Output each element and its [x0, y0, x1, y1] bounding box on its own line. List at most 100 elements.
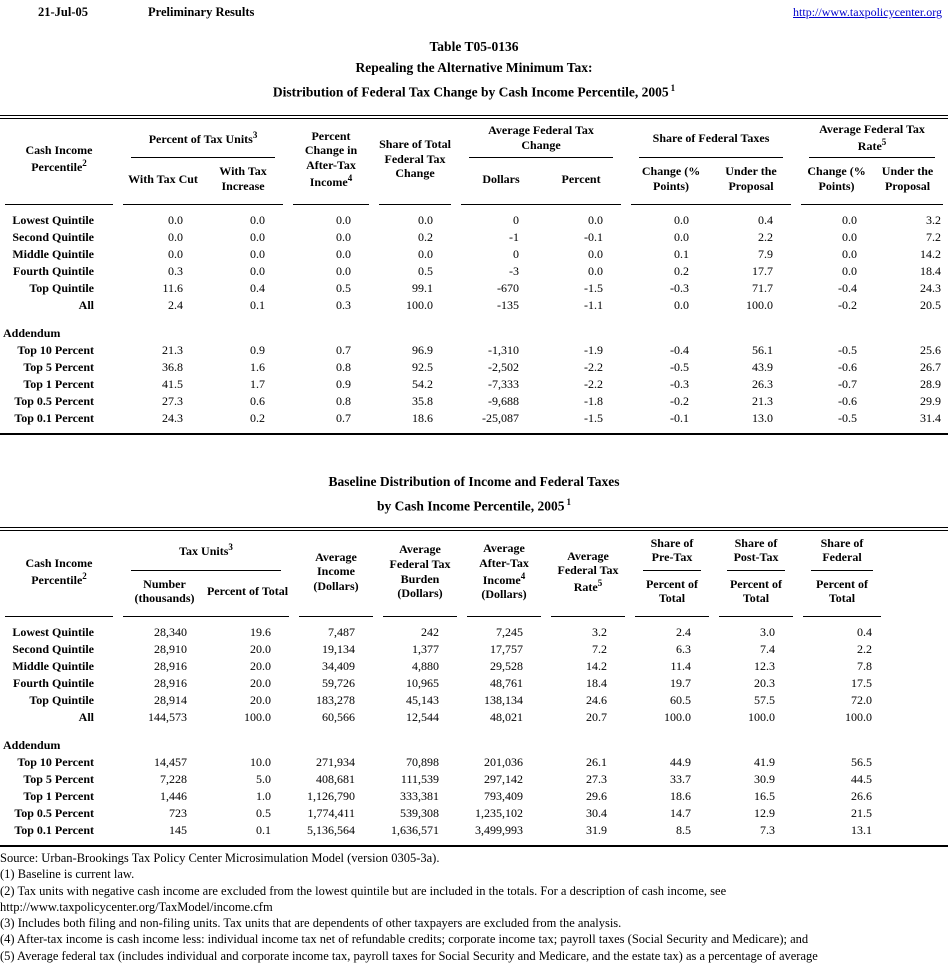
value-cell: 14.2 — [586, 659, 608, 673]
value-cell: 0.8 — [336, 359, 352, 374]
value-cell: 0.5 — [336, 280, 352, 295]
value-cell: 1.7 — [250, 376, 266, 391]
table-row: Middle Quintile 28,916 20.0 34,409 4,880 29,5… — [0, 658, 948, 675]
value-cell: 0.7 — [336, 342, 352, 357]
table1-title-block: Table T05-0136 Repealing the Alternative… — [0, 36, 948, 103]
value-cell: -670 — [497, 280, 520, 295]
value-cell: 0.0 — [842, 229, 858, 244]
value-cell: 723 — [169, 806, 187, 820]
source-note: Source: Urban-Brookings Tax Policy Cente… — [0, 851, 440, 865]
col-group-share-of-federal-taxes: Share of Federal Taxes Change (% Points)… — [626, 117, 796, 205]
value-cell: 18.4 — [920, 263, 942, 278]
value-cell: 21.3 — [162, 342, 183, 357]
value-cell: -1.5 — [584, 410, 604, 425]
value-cell: 0 — [513, 212, 520, 227]
value-cell: 35.8 — [412, 393, 434, 408]
table2-quintile-rows: Lowest Quintile 28,340 19.6 7,487 242 7,245 3.… — [0, 624, 948, 726]
row-label: Lowest Quintile — [12, 625, 94, 639]
value-cell: 0.0 — [336, 263, 352, 278]
value-cell: 10,965 — [406, 676, 440, 690]
value-cell: 56.5 — [851, 755, 873, 769]
value-cell: -1 — [509, 229, 520, 244]
value-cell: 271,934 — [316, 755, 356, 769]
footnote-ref-1: 1 — [670, 83, 676, 93]
value-cell: 0.6 — [250, 393, 266, 408]
value-cell: 20.0 — [250, 676, 272, 690]
value-cell: 20.3 — [754, 676, 776, 690]
value-cell: 0.0 — [168, 229, 183, 244]
table-row: Top 5 Percent 7,228 5.0 408,681 111,539 297,1… — [0, 771, 948, 788]
value-cell: 43.9 — [752, 359, 774, 374]
value-cell: -0.6 — [838, 393, 858, 408]
value-cell: 20.0 — [250, 642, 272, 656]
taxpolicycenter-link[interactable]: http://www.taxpolicycenter.org — [793, 5, 942, 19]
value-cell: 21.5 — [851, 806, 873, 820]
value-cell: -3 — [509, 263, 520, 278]
value-cell: 0.9 — [250, 342, 266, 357]
value-cell: 28,916 — [154, 659, 187, 673]
value-cell: 30.9 — [754, 772, 776, 786]
col-header-cash-income-percentile: Cash Income Percentile2 — [0, 529, 118, 617]
value-cell: 2.2 — [758, 229, 774, 244]
value-cell: 7.3 — [760, 823, 776, 837]
value-cell: 0.0 — [588, 263, 604, 278]
value-cell: -0.3 — [670, 376, 690, 391]
col-header-average-after-tax-income: Average After-Tax Income4 (Dollars) — [462, 529, 546, 617]
table-row: Top 0.5 Percent 27.3 0.6 0.8 35.8 -9,688 -1.8 -… — [0, 393, 948, 410]
value-cell: 26.1 — [586, 755, 608, 769]
footnote-1: (1) Baseline is current law. — [0, 867, 135, 882]
addendum-label: Addendum — [3, 738, 61, 752]
value-cell: 0.0 — [336, 246, 352, 261]
value-cell: 0.7 — [336, 410, 352, 425]
value-cell: 7.2 — [926, 229, 942, 244]
value-cell: 26.3 — [752, 376, 774, 391]
value-cell: 12,544 — [406, 710, 440, 724]
value-cell: -0.4 — [670, 342, 690, 357]
value-cell: 7,228 — [160, 772, 187, 786]
col-header-percent-of-total: Percent of Total — [815, 576, 869, 606]
footnotes: Source: Urban-Brookings Tax Policy Cente… — [0, 847, 948, 964]
table-row: Top 0.1 Percent 145 0.1 5,136,564 1,636,571 3… — [0, 822, 948, 846]
value-cell: 7.4 — [760, 642, 776, 656]
value-cell: 41.5 — [162, 376, 183, 391]
value-cell: 60.5 — [670, 693, 692, 707]
value-cell: -0.5 — [670, 359, 690, 374]
col-header-percent-change-after-tax-income: Percent Change in After-Tax Income4 — [288, 117, 374, 205]
value-cell: -0.2 — [838, 297, 858, 312]
value-cell: 44.5 — [851, 772, 873, 786]
value-cell: 20.0 — [250, 693, 272, 707]
value-cell: 19,134 — [322, 642, 356, 656]
value-cell: 0.4 — [758, 212, 774, 227]
value-cell: 0.1 — [256, 823, 272, 837]
value-cell: 0.2 — [418, 229, 434, 244]
value-cell: 0.0 — [418, 246, 434, 261]
value-cell: 3.2 — [926, 212, 942, 227]
value-cell: 7.8 — [857, 659, 873, 673]
value-cell: 19.7 — [670, 676, 692, 690]
value-cell: 96.9 — [412, 342, 434, 357]
value-cell: 0.0 — [842, 212, 858, 227]
value-cell: 57.5 — [754, 693, 776, 707]
value-cell: 54.2 — [412, 376, 434, 391]
value-cell: 0.5 — [418, 263, 434, 278]
value-cell: -0.7 — [838, 376, 858, 391]
value-cell: -7,333 — [488, 376, 520, 391]
value-cell: 72.0 — [851, 693, 873, 707]
table-row: Second Quintile 28,910 20.0 19,134 1,377 17,7… — [0, 641, 948, 658]
value-cell: 19.6 — [250, 625, 272, 639]
value-cell: 2.4 — [676, 625, 692, 639]
value-cell: 0.0 — [588, 246, 604, 261]
value-cell: 1,636,571 — [391, 823, 440, 837]
value-cell: 11.4 — [670, 659, 692, 673]
value-cell: 29,528 — [490, 659, 524, 673]
row-label: All — [78, 297, 94, 312]
value-cell: 20.7 — [586, 710, 608, 724]
value-cell: 8.5 — [676, 823, 692, 837]
footnote-5: (5) Average federal tax (includes indivi… — [0, 948, 818, 963]
value-cell: 26.6 — [851, 789, 873, 803]
col-header-share-total-federal-tax-change: Share of Total Federal Tax Change — [374, 117, 456, 205]
value-cell: 20.5 — [920, 297, 942, 312]
value-cell: 14.2 — [920, 246, 942, 261]
value-cell: -1.8 — [584, 393, 604, 408]
col-header-average-federal-tax-rate: Average Federal Tax Rate5 — [546, 529, 630, 617]
